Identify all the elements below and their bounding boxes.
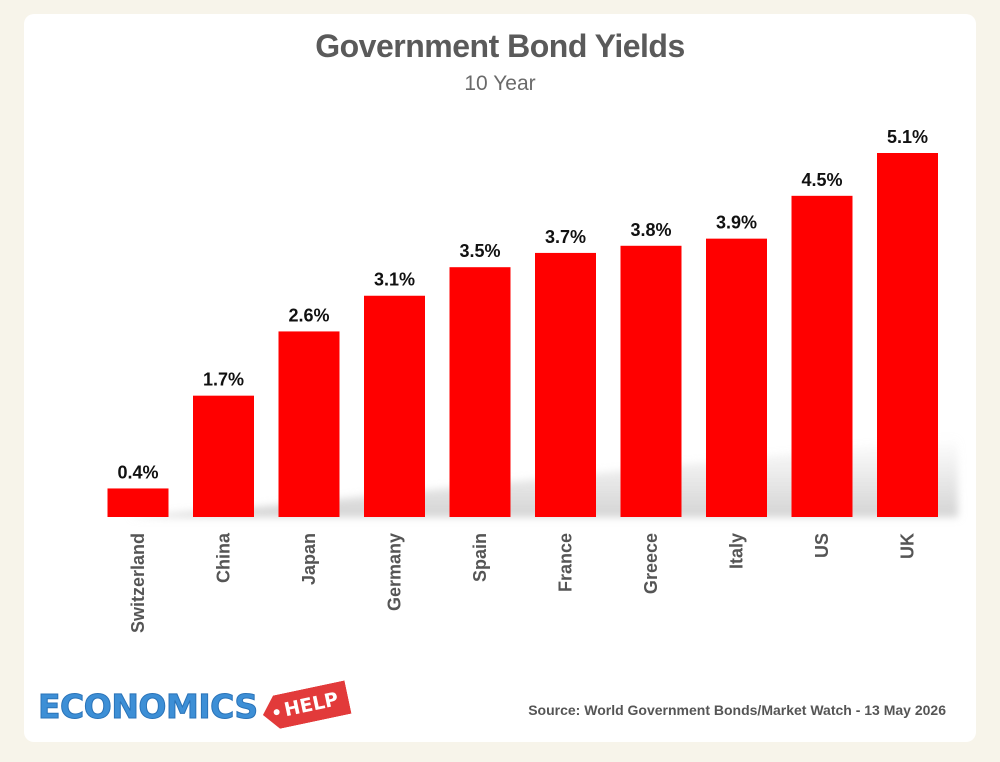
bar-switzerland: [107, 488, 169, 517]
data-label: 4.5%: [801, 170, 842, 190]
category-label: Italy: [727, 533, 747, 569]
category-label: China: [214, 532, 234, 583]
bar-us: [791, 195, 853, 517]
bar-italy: [706, 238, 767, 517]
category-label: Spain: [470, 533, 490, 582]
chart-subtitle: 10 Year: [464, 72, 536, 95]
economics-help-logo: ECONOMICS HELP: [38, 682, 349, 730]
chart-title: Government Bond Yields: [315, 28, 685, 64]
bar-china: [193, 395, 254, 517]
bar-uk: [877, 153, 938, 517]
data-label: 3.9%: [716, 213, 757, 233]
logo-word: ECONOMICS: [38, 686, 259, 726]
data-label: 3.8%: [630, 220, 671, 240]
data-label: 3.5%: [459, 241, 500, 261]
data-label: 5.1%: [887, 127, 928, 147]
source-note: Source: World Government Bonds/Market Wa…: [528, 702, 946, 718]
category-label: Germany: [385, 533, 405, 611]
data-label: 3.7%: [545, 227, 586, 247]
data-label: 3.1%: [374, 270, 415, 290]
bar-greece: [620, 245, 682, 518]
category-label: UK: [898, 533, 918, 559]
bar-japan: [278, 331, 340, 517]
bars-layer: [107, 153, 938, 518]
bar-spain: [449, 267, 511, 517]
data-labels-layer: 0.4% 1.7% 2.6% 3.1% 3.5% 3.7% 3.8% 3.9% 4.5% 5.1%: [117, 127, 928, 482]
bar-chart: 0.4% 1.7% 2.6% 3.1% 3.5% 3.7% 3.8% 3.9% 4.5% 5.1%…: [107, 127, 958, 633]
category-label: US: [812, 533, 832, 558]
category-label: France: [556, 533, 576, 592]
chart-card: Government Bond Yields 10 Year 0.4% 1.7% 2…: [24, 14, 976, 742]
category-label: Switzerland: [128, 533, 148, 633]
data-label: 2.6%: [288, 305, 329, 325]
category-label: Japan: [299, 533, 319, 585]
bar-france: [535, 252, 596, 517]
bar-germany: [364, 295, 425, 517]
category-labels-layer: Switzerland China Japan Germany Spain France G…: [128, 532, 918, 633]
data-label: 0.4%: [117, 462, 158, 482]
category-label: Greece: [641, 533, 661, 594]
data-label: 1.7%: [203, 370, 244, 390]
